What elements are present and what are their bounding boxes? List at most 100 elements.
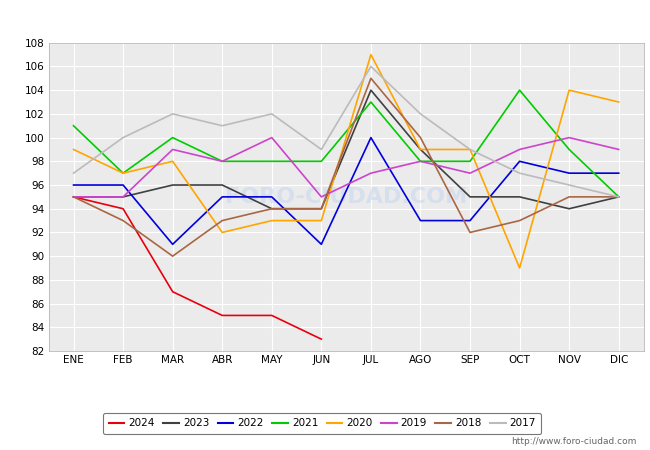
2017 [70, 171, 77, 176]
2019 [566, 135, 573, 140]
2020 [566, 87, 573, 93]
2021 [466, 158, 474, 164]
2017 [119, 135, 127, 140]
2021 [70, 123, 77, 128]
2020 [466, 147, 474, 152]
2023 [515, 194, 523, 200]
2021 [119, 171, 127, 176]
2024 [169, 289, 177, 294]
2023 [466, 194, 474, 200]
2020 [169, 158, 177, 164]
2021 [268, 158, 276, 164]
2024 [70, 194, 77, 200]
2018 [466, 230, 474, 235]
2017 [169, 111, 177, 117]
2017 [268, 111, 276, 117]
2022 [268, 194, 276, 200]
2017 [367, 64, 375, 69]
2020 [515, 266, 523, 271]
2023 [367, 87, 375, 93]
2022 [119, 182, 127, 188]
Line: 2024: 2024 [73, 197, 321, 339]
2019 [218, 158, 226, 164]
2023 [119, 194, 127, 200]
2019 [417, 158, 424, 164]
2021 [317, 158, 325, 164]
2020 [417, 147, 424, 152]
Line: 2019: 2019 [73, 138, 619, 197]
2021 [367, 99, 375, 105]
2018 [218, 218, 226, 223]
2018 [515, 218, 523, 223]
2019 [515, 147, 523, 152]
Line: 2023: 2023 [73, 90, 619, 209]
2023 [218, 182, 226, 188]
2020 [317, 218, 325, 223]
2021 [169, 135, 177, 140]
2022 [417, 218, 424, 223]
2021 [515, 87, 523, 93]
2019 [615, 147, 623, 152]
2021 [615, 194, 623, 200]
2022 [317, 242, 325, 247]
2018 [566, 194, 573, 200]
Text: FORO-CIUDAD.COM: FORO-CIUDAD.COM [225, 187, 467, 207]
2017 [466, 147, 474, 152]
2023 [169, 182, 177, 188]
2018 [317, 206, 325, 211]
2019 [466, 171, 474, 176]
2017 [515, 171, 523, 176]
Line: 2022: 2022 [73, 138, 619, 244]
2024 [268, 313, 276, 318]
Legend: 2024, 2023, 2022, 2021, 2020, 2019, 2018, 2017: 2024, 2023, 2022, 2021, 2020, 2019, 2018… [103, 413, 541, 434]
2018 [169, 253, 177, 259]
Line: 2021: 2021 [73, 90, 619, 197]
2018 [367, 76, 375, 81]
2023 [317, 206, 325, 211]
2018 [119, 218, 127, 223]
2022 [367, 135, 375, 140]
2024 [119, 206, 127, 211]
2022 [615, 171, 623, 176]
2018 [268, 206, 276, 211]
2019 [268, 135, 276, 140]
Text: http://www.foro-ciudad.com: http://www.foro-ciudad.com [512, 436, 637, 446]
2019 [70, 194, 77, 200]
2019 [317, 194, 325, 200]
2022 [566, 171, 573, 176]
2022 [169, 242, 177, 247]
2019 [169, 147, 177, 152]
2023 [615, 194, 623, 200]
2018 [417, 135, 424, 140]
2023 [268, 206, 276, 211]
2017 [317, 147, 325, 152]
2021 [218, 158, 226, 164]
2018 [615, 194, 623, 200]
2020 [218, 230, 226, 235]
2019 [119, 194, 127, 200]
2024 [317, 337, 325, 342]
Text: Afiliados en La Losa a 31/5/2024: Afiliados en La Losa a 31/5/2024 [195, 14, 455, 29]
2022 [70, 182, 77, 188]
2020 [70, 147, 77, 152]
2024 [218, 313, 226, 318]
2020 [119, 171, 127, 176]
2021 [566, 147, 573, 152]
2017 [615, 194, 623, 200]
2018 [70, 194, 77, 200]
Line: 2020: 2020 [73, 54, 619, 268]
2021 [417, 158, 424, 164]
2020 [367, 52, 375, 57]
2023 [566, 206, 573, 211]
2019 [367, 171, 375, 176]
2017 [417, 111, 424, 117]
2022 [218, 194, 226, 200]
2020 [268, 218, 276, 223]
2017 [218, 123, 226, 128]
Line: 2018: 2018 [73, 78, 619, 256]
2020 [615, 99, 623, 105]
2022 [466, 218, 474, 223]
Line: 2017: 2017 [73, 67, 619, 197]
2017 [566, 182, 573, 188]
2022 [515, 158, 523, 164]
